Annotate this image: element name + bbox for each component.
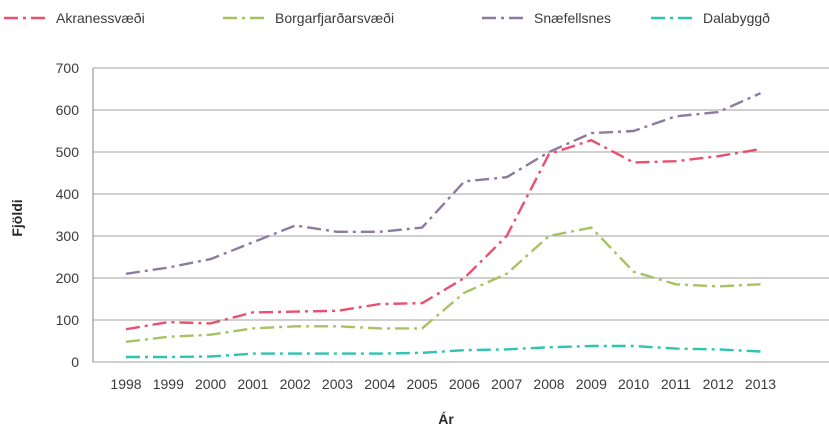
legend-item: Snæfellsnes	[482, 10, 611, 26]
series-lines	[125, 92, 761, 359]
x-tick-label: 1998	[110, 376, 141, 392]
x-tick-label: 1999	[153, 376, 184, 392]
x-axis-ticks: 1998 1999 2000 2001 2002 2003 2004 2005 2006 2007…	[110, 376, 776, 392]
x-tick-label: 2005	[407, 376, 438, 392]
legend-label: Snæfellsnes	[534, 10, 611, 26]
x-tick-label: 2007	[491, 376, 522, 392]
series-line-2	[125, 92, 761, 275]
x-tick-label: 2010	[618, 376, 649, 392]
series-line-3	[126, 344, 761, 359]
grid	[92, 67, 829, 363]
x-tick-label: 2004	[364, 376, 395, 392]
x-tick-label: 2012	[703, 376, 734, 392]
y-tick-label: 100	[56, 312, 80, 328]
x-tick-label: 2001	[237, 376, 268, 392]
legend-label: Dalabyggð	[703, 10, 770, 26]
y-tick-label: 400	[56, 186, 80, 202]
y-axis-title: Fjöldi	[9, 199, 25, 236]
y-tick-label: 300	[56, 228, 80, 244]
series-line-0	[125, 138, 761, 331]
x-axis-title: Ár	[438, 411, 454, 427]
legend-item: Borgarfjarðarsvæði	[223, 10, 394, 26]
legend-item: Dalabyggð	[651, 10, 770, 26]
y-tick-label: 700	[56, 60, 80, 76]
x-tick-label: 2008	[533, 376, 564, 392]
y-tick-label: 200	[56, 270, 80, 286]
x-tick-label: 2002	[280, 376, 311, 392]
legend-label: Akranessvæði	[56, 10, 145, 26]
x-tick-label: 2011	[661, 376, 691, 392]
x-tick-label: 2006	[449, 376, 480, 392]
legend: Akranessvæði Borgarfjarðarsvæði Snæfellsne…	[4, 10, 770, 26]
legend-label: Borgarfjarðarsvæði	[275, 10, 394, 26]
x-tick-label: 2003	[322, 376, 353, 392]
x-tick-label: 2000	[195, 376, 226, 392]
series-line-1	[125, 226, 761, 343]
x-tick-label: 2013	[745, 376, 776, 392]
legend-item: Akranessvæði	[4, 10, 145, 26]
y-tick-label: 600	[56, 102, 80, 118]
y-axis-ticks: 0 100 200 300 400 500 600 700	[56, 60, 80, 370]
y-tick-label: 500	[56, 144, 80, 160]
y-tick-label: 0	[71, 354, 79, 370]
x-tick-label: 2009	[576, 376, 607, 392]
